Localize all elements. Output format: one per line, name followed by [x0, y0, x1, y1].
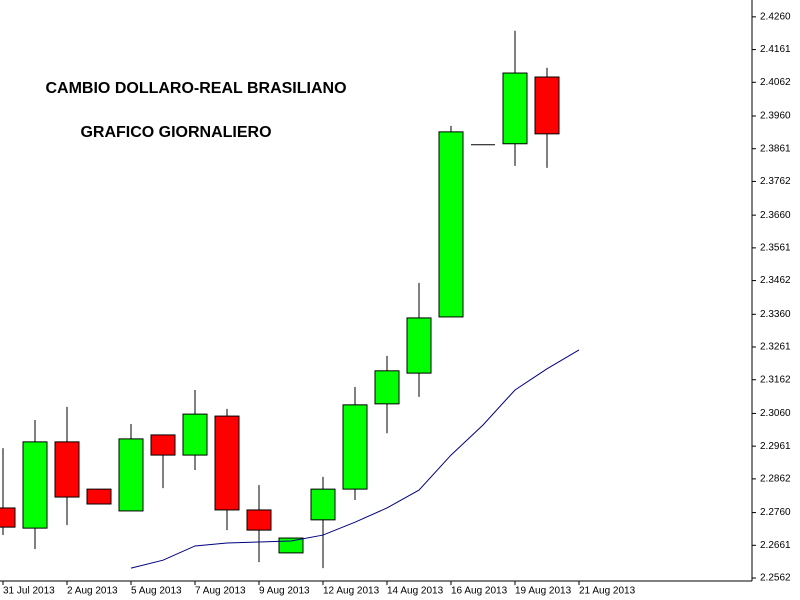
x-tick-label: 14 Aug 2013 — [387, 586, 444, 597]
x-tick-label: 19 Aug 2013 — [515, 586, 572, 597]
candle-body — [534, 76, 560, 135]
candle-body — [502, 72, 528, 145]
y-tick-label: 2.3261 — [760, 342, 791, 353]
x-tick-label: 7 Aug 2013 — [195, 586, 246, 597]
candle-body — [0, 507, 16, 528]
y-tick-label: 2.2661 — [760, 540, 791, 551]
candle-body — [54, 441, 80, 498]
candle-body — [278, 537, 304, 554]
annotation: CAMBIO DOLLARO-REAL BRASILIANO — [45, 80, 346, 97]
y-tick-label: 2.2760 — [760, 507, 791, 518]
y-tick-label: 2.2961 — [760, 441, 791, 452]
y-tick-label: 2.4260 — [760, 11, 791, 22]
y-tick-label: 2.3462 — [760, 275, 791, 286]
y-tick-label: 2.2862 — [760, 474, 791, 485]
y-tick-label: 2.3762 — [760, 176, 791, 187]
y-tick-label: 2.3960 — [760, 111, 791, 122]
candle-body — [86, 488, 112, 505]
y-tick-label: 2.4161 — [760, 44, 791, 55]
y-tick-label: 2.3561 — [760, 243, 791, 254]
y-tick-label: 2.3861 — [760, 143, 791, 154]
candle-body — [246, 509, 272, 531]
y-tick-label: 2.3060 — [760, 408, 791, 419]
candle-body — [22, 441, 48, 529]
candle-body — [374, 370, 400, 405]
annotation: GRAFICO GIORNALIERO — [80, 124, 271, 141]
moving-average — [130, 349, 580, 569]
y-tick-label: 2.4062 — [760, 77, 791, 88]
x-tick-label: 31 Jul 2013 — [3, 586, 55, 597]
y-tick-label: 2.3360 — [760, 309, 791, 320]
candle-body — [342, 404, 368, 490]
y-tick-label: 2.3660 — [760, 210, 791, 221]
x-tick-label: 16 Aug 2013 — [451, 586, 508, 597]
plot-area — [0, 30, 580, 569]
candle-body — [438, 131, 464, 318]
y-tick-label: 2.3162 — [760, 374, 791, 385]
x-tick-label: 2 Aug 2013 — [67, 586, 118, 597]
x-tick-label: 9 Aug 2013 — [259, 586, 310, 597]
candle-body — [118, 438, 144, 512]
y-tick-label: 2.2562 — [760, 573, 791, 584]
candle-body — [150, 434, 176, 456]
x-tick-label: 5 Aug 2013 — [131, 586, 182, 597]
candle-body — [182, 413, 208, 456]
x-tick-label: 21 Aug 2013 — [579, 586, 636, 597]
candle-body — [406, 317, 432, 374]
candle-body — [310, 488, 336, 521]
x-tick-label: 12 Aug 2013 — [323, 586, 380, 597]
candle-body — [214, 415, 240, 511]
